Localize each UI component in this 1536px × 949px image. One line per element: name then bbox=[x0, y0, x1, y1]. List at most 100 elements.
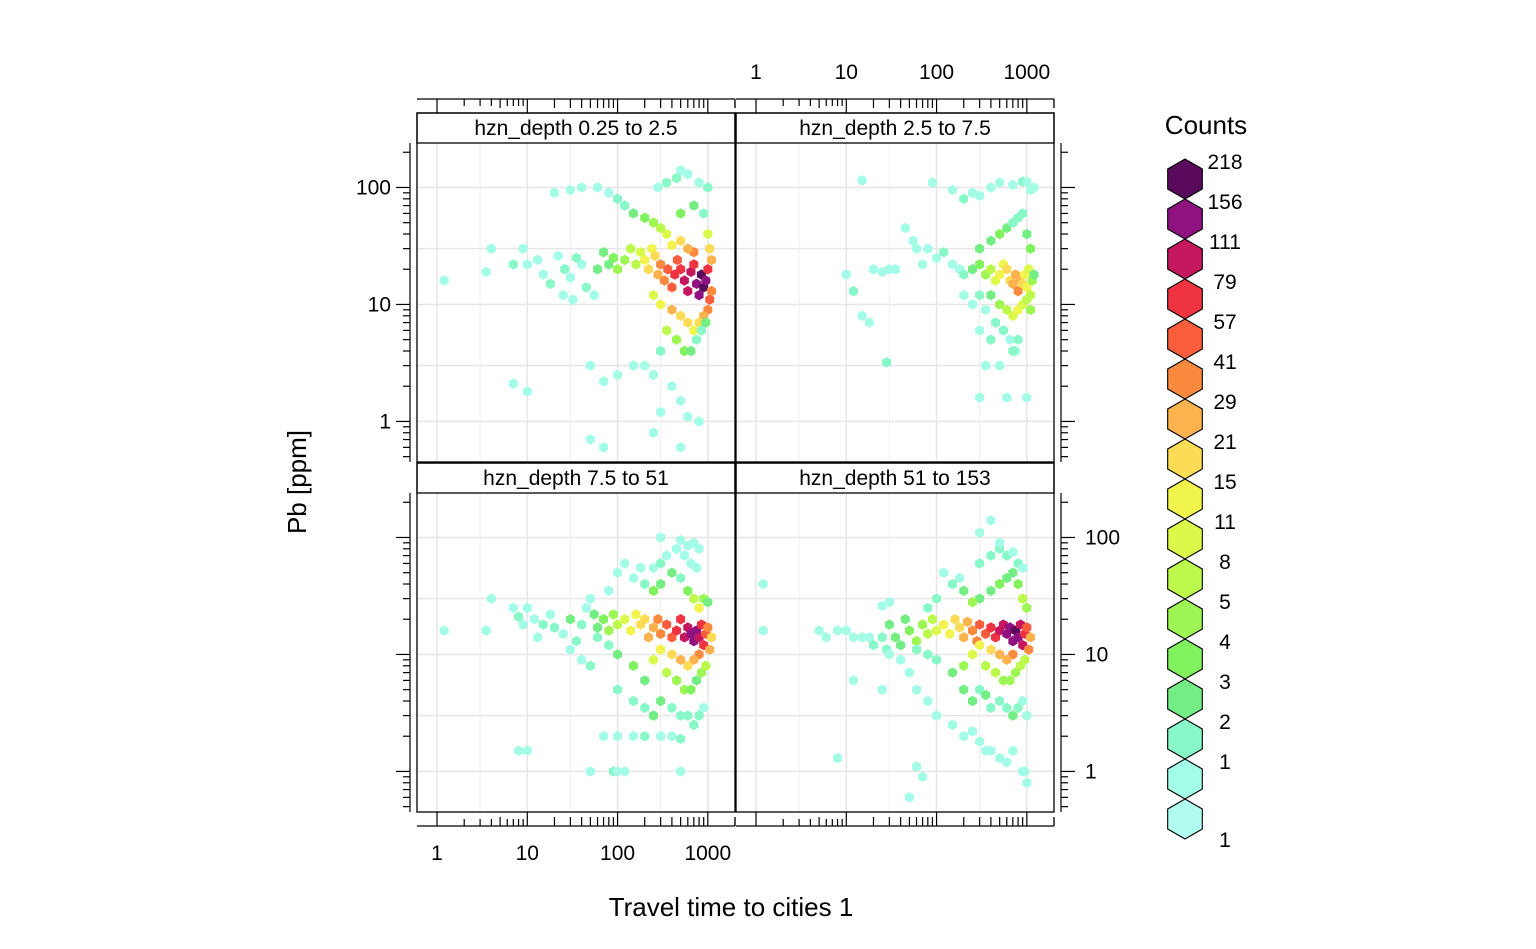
hexbin-cell bbox=[991, 667, 1001, 678]
hexbin-cell bbox=[877, 632, 887, 643]
panel-2: hzn_depth 2.5 to 7.5 bbox=[735, 112, 1055, 463]
hexbin-cell bbox=[986, 289, 996, 301]
hexbin-cell bbox=[648, 369, 658, 381]
hexbin-cell bbox=[932, 710, 942, 721]
hexbin-cells bbox=[439, 532, 717, 777]
hexbin-cell bbox=[565, 614, 575, 625]
hexbin-cell bbox=[585, 434, 595, 445]
hexbin-cell bbox=[939, 567, 949, 578]
hexbin-cell bbox=[683, 411, 693, 422]
hexbin-cell bbox=[833, 752, 843, 764]
hexbin-cell bbox=[571, 635, 581, 647]
hexbin-cell bbox=[593, 264, 603, 275]
y-axis-left-row2 bbox=[396, 493, 411, 812]
y-axis-right-row2: 1 10 100 bbox=[1060, 493, 1120, 812]
hexbin-cell bbox=[648, 654, 658, 666]
hexbin-cell bbox=[631, 609, 641, 620]
hexbin-cell bbox=[558, 628, 568, 640]
hexbin-cell bbox=[683, 168, 693, 180]
hexbin-cell bbox=[613, 684, 623, 695]
hexbin-cell bbox=[486, 243, 496, 254]
hexbin-cell bbox=[613, 567, 623, 578]
hexbin-cell bbox=[692, 278, 702, 290]
hexbin-cell bbox=[577, 619, 587, 630]
hexbin-cell bbox=[918, 619, 928, 630]
hexbin-cell bbox=[533, 632, 543, 643]
hexbin-cell bbox=[620, 766, 630, 777]
legend-swatch bbox=[1167, 758, 1203, 800]
panel-3: hzn_depth 7.5 to 51 bbox=[416, 462, 736, 813]
hexbin-cell bbox=[613, 731, 623, 742]
hexbin-cell bbox=[613, 193, 623, 205]
hexbin-cell bbox=[918, 771, 928, 782]
hexbin-cell bbox=[995, 360, 1005, 371]
hexbin-cell bbox=[857, 310, 867, 321]
hexbin-cell bbox=[599, 614, 609, 625]
hexbin-cell bbox=[986, 334, 996, 345]
hexbin-cell bbox=[565, 272, 575, 283]
hexbin-cell bbox=[694, 416, 704, 427]
hexbin-cell bbox=[676, 733, 686, 745]
hexbin-cell bbox=[481, 266, 491, 278]
y-tick-label: 10 bbox=[368, 293, 391, 316]
hexbin-cell bbox=[676, 534, 686, 546]
hexbin-cell bbox=[995, 177, 1005, 188]
hexbin-cell bbox=[636, 246, 646, 258]
hexbin-cell bbox=[1022, 176, 1032, 187]
legend-swatch bbox=[1167, 358, 1203, 400]
legend-swatch bbox=[1167, 678, 1203, 720]
hexbin-cell bbox=[581, 282, 591, 293]
hexbin-cell bbox=[656, 731, 666, 742]
hexbin-cell bbox=[1005, 675, 1015, 686]
hexbin-cell bbox=[640, 702, 650, 713]
hexbin-cell bbox=[939, 246, 949, 258]
hexbin-cell bbox=[672, 543, 682, 555]
hexbin-cell bbox=[628, 208, 638, 219]
x-axis-top-col1 bbox=[417, 98, 736, 113]
hexbin-cell bbox=[962, 616, 972, 628]
hexbin-cell bbox=[676, 572, 686, 584]
hexbin-cell bbox=[640, 360, 650, 371]
hexbin-cells bbox=[841, 175, 1039, 403]
hexbin-cell bbox=[900, 614, 910, 625]
hexbin-cell bbox=[967, 649, 977, 660]
hexbin-cell bbox=[701, 317, 711, 328]
x-tick-label: 100 bbox=[600, 842, 635, 865]
hexbin-cell bbox=[593, 632, 603, 643]
hexbin-cell bbox=[995, 299, 1005, 310]
legend-label: 21 bbox=[1213, 431, 1236, 454]
legend-label: 4 bbox=[1219, 631, 1231, 654]
hexbin-cell bbox=[656, 259, 666, 270]
x-axis-label: Travel time to cities 1 bbox=[609, 892, 854, 922]
x-tick-label: 1000 bbox=[684, 842, 731, 865]
hexbin-cell bbox=[538, 619, 548, 630]
legend-swatch bbox=[1167, 478, 1203, 520]
hexbin-cell bbox=[975, 289, 985, 301]
legend-swatch bbox=[1167, 158, 1203, 200]
hexbin-cell bbox=[923, 602, 933, 614]
y-tick-label: 100 bbox=[1085, 526, 1120, 549]
hexbin-cell bbox=[995, 578, 1005, 590]
hexbin-cell bbox=[648, 585, 658, 597]
hexbin-cell bbox=[857, 632, 867, 643]
y-tick-label: 1 bbox=[379, 410, 391, 433]
hexbin-cell bbox=[604, 259, 614, 270]
hexbin-cell bbox=[549, 622, 559, 633]
hexbin-cell bbox=[676, 654, 686, 666]
hexbin-cell bbox=[986, 550, 996, 561]
hexbin-cell bbox=[694, 710, 704, 721]
hexbin-cell bbox=[604, 187, 614, 199]
hexbin-cell bbox=[656, 299, 666, 310]
hexbin-cell bbox=[514, 745, 524, 757]
panel-strip-label: hzn_depth 7.5 to 51 bbox=[483, 467, 669, 490]
hexbin-cell bbox=[967, 187, 977, 199]
hexbin-cell bbox=[679, 550, 689, 561]
hexbin-cell bbox=[896, 639, 906, 651]
hexbin-cell bbox=[628, 660, 638, 671]
hexbin-cell bbox=[696, 325, 706, 336]
hexbin-cell bbox=[694, 602, 704, 614]
panel-strip-label: hzn_depth 2.5 to 7.5 bbox=[799, 117, 991, 140]
hexbin-cell bbox=[667, 381, 677, 392]
hexbin-cell bbox=[882, 357, 892, 368]
hexbin-cell bbox=[656, 406, 666, 418]
